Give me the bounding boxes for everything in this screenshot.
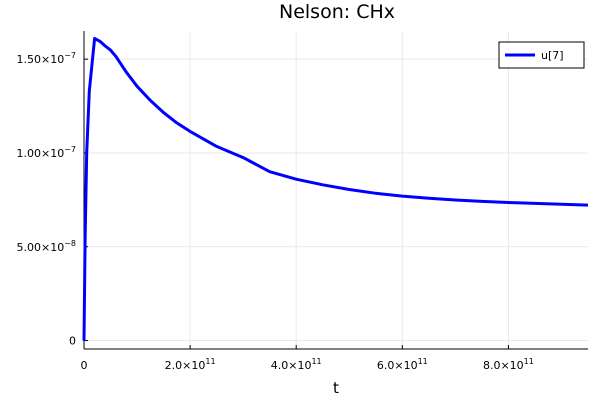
x-tick-label: 6.0×1011 bbox=[377, 357, 428, 372]
axes bbox=[83, 31, 588, 350]
x-tick-label: 8.0×1011 bbox=[483, 357, 534, 372]
legend-label: u[7] bbox=[541, 49, 564, 62]
tick-labels: 0 2.0×1011 4.0×1011 6.0×1011 8.0×1011 0 5.00×1… bbox=[16, 51, 533, 372]
y-tick-label: 1.00×10−7 bbox=[16, 145, 76, 160]
series-line bbox=[82, 37, 589, 341]
y-tick-label: 5.00×10−8 bbox=[16, 239, 76, 254]
x-axis-label: t bbox=[333, 379, 339, 397]
x-tick-label: 4.0×1011 bbox=[271, 357, 322, 372]
y-tick-label: 0 bbox=[69, 335, 76, 348]
grid bbox=[83, 31, 588, 349]
x-tick-label: 2.0×1011 bbox=[165, 357, 216, 372]
legend: u[7] bbox=[498, 41, 585, 69]
y-tick-label: 1.50×10−7 bbox=[16, 51, 76, 66]
x-tick-label: 0 bbox=[81, 359, 88, 372]
chart-title: Nelson: CHx bbox=[279, 1, 395, 23]
series-layer bbox=[82, 37, 589, 341]
